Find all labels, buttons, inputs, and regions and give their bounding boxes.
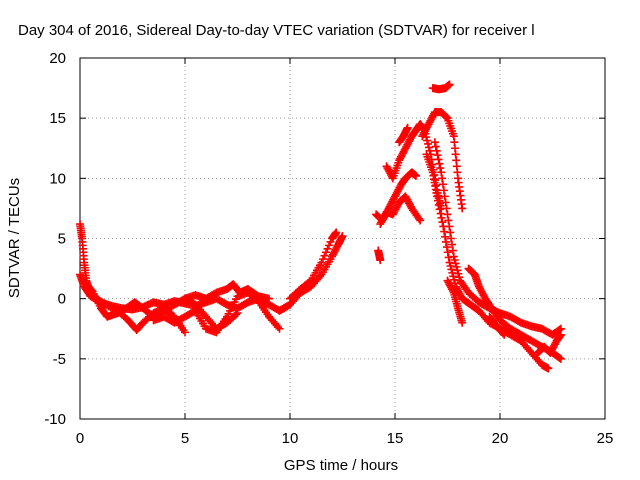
- x-tick-label: 0: [76, 430, 84, 447]
- data-point: [442, 237, 450, 246]
- data-point: [438, 218, 447, 227]
- x-tick-label: 5: [181, 430, 189, 447]
- x-tick-label: 10: [282, 430, 299, 447]
- data-point: [316, 272, 324, 281]
- data-point: [444, 253, 453, 262]
- data-point: [441, 232, 450, 241]
- data-point: [458, 204, 467, 213]
- data-point: [441, 112, 450, 121]
- data-point: [436, 209, 445, 218]
- data-point: [438, 174, 447, 183]
- data-point: [447, 234, 456, 243]
- data-point: [556, 354, 565, 363]
- data-point: [435, 205, 444, 214]
- data-point: [499, 329, 507, 338]
- data-point: [430, 138, 439, 147]
- data-point: [556, 330, 565, 339]
- data-point: [544, 364, 553, 373]
- data-point: [433, 192, 441, 201]
- grid: [80, 58, 605, 419]
- data-point: [458, 318, 467, 327]
- data-point: [434, 200, 443, 209]
- data-point: [181, 328, 189, 337]
- data-point: [443, 210, 452, 219]
- data-point: [233, 309, 242, 318]
- data-point: [275, 324, 284, 333]
- x-tick-label: 15: [387, 430, 404, 447]
- data-point: [376, 256, 385, 265]
- data-point: [444, 216, 453, 225]
- x-axis-label: GPS time / hours: [284, 457, 398, 474]
- data-point: [332, 228, 341, 237]
- data-point: [440, 192, 449, 201]
- x-tick-label: 20: [492, 430, 509, 447]
- data-point: [432, 146, 441, 155]
- data-point: [439, 186, 448, 195]
- data-point: [431, 142, 440, 151]
- data-point: [436, 164, 445, 173]
- data-point: [443, 248, 452, 257]
- data-point: [412, 171, 420, 180]
- y-tick-label: 0: [58, 291, 66, 308]
- data-point: [555, 353, 564, 362]
- data-point: [434, 155, 443, 164]
- y-tick-label: 20: [49, 50, 66, 67]
- data-point: [437, 168, 446, 177]
- data-point: [403, 123, 412, 132]
- data-point: [265, 294, 273, 303]
- data-points: [76, 80, 565, 373]
- x-tick-label: 25: [597, 430, 614, 447]
- data-point: [448, 286, 457, 295]
- data-point: [435, 159, 444, 168]
- y-axis-label: SDTVAR / TECUs: [6, 178, 23, 298]
- data-point: [448, 246, 457, 255]
- data-point: [415, 214, 423, 223]
- data-point: [445, 80, 454, 89]
- data-point: [445, 222, 454, 231]
- data-point: [232, 310, 240, 319]
- data-point: [442, 243, 451, 252]
- y-tick-label: -10: [44, 411, 66, 428]
- ticks: 0 5 10 15 20 25 -10 -5 0 5 10 15 20: [44, 50, 613, 447]
- data-point: [274, 323, 282, 332]
- data-point: [437, 213, 446, 222]
- data-point: [433, 151, 442, 160]
- data-point: [441, 198, 450, 207]
- data-point: [440, 227, 449, 236]
- data-point: [442, 204, 451, 213]
- chart-title: Day 304 of 2016, Sidereal Day-to-day VTE…: [18, 22, 535, 39]
- y-tick-label: 10: [49, 170, 66, 187]
- data-point: [338, 232, 347, 241]
- y-tick-label: 5: [58, 231, 66, 248]
- data-point: [433, 196, 442, 205]
- y-tick-label: 15: [49, 110, 66, 127]
- data-point: [446, 228, 455, 237]
- y-tick-label: -5: [53, 351, 66, 368]
- data-point: [448, 240, 456, 249]
- data-point: [500, 330, 509, 339]
- data-point: [416, 216, 425, 225]
- data-point: [439, 180, 447, 189]
